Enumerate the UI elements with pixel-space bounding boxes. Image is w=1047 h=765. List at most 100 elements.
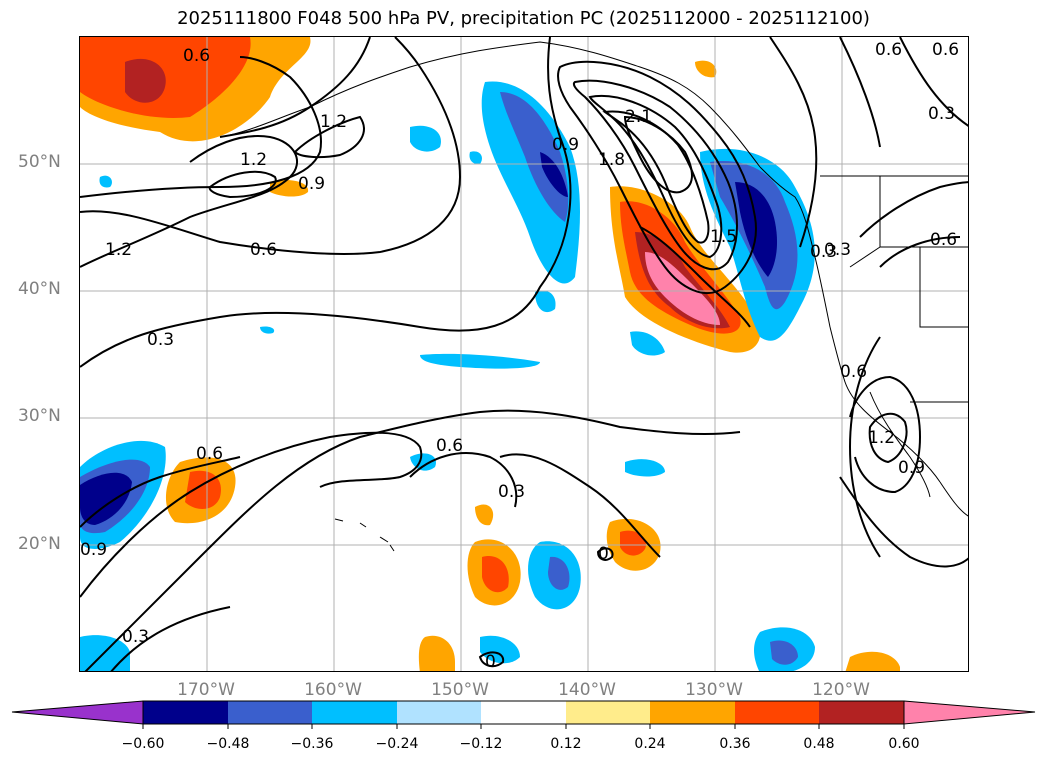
colorbar-min-extend bbox=[11, 700, 144, 725]
precip-neg-small-b bbox=[625, 459, 665, 477]
precip-neg-mid-a-core bbox=[548, 556, 570, 590]
contour-label: 0.3 bbox=[824, 240, 851, 260]
map-panel: 0.6 1.2 1.2 0.9 1.2 0.6 0.3 0.9 2.1 1.8 … bbox=[79, 36, 969, 672]
contour-label: 0.9 bbox=[80, 540, 107, 560]
contour-0.6-sw bbox=[80, 431, 423, 598]
contour-1.2-north bbox=[80, 135, 299, 268]
contour-label: 0.3 bbox=[147, 330, 174, 350]
contour-0.3-mid-pac bbox=[499, 453, 661, 558]
bc-coast bbox=[759, 166, 831, 328]
colorbar-tick-label: 0.24 bbox=[634, 736, 666, 752]
lon-label-160w: 160°W bbox=[304, 680, 362, 700]
contour-label: 1.5 bbox=[710, 227, 737, 247]
precip-neg-w-tropic-core bbox=[80, 472, 132, 525]
lon-label-150w: 150°W bbox=[431, 680, 489, 700]
contour-label: 0.3 bbox=[122, 627, 149, 647]
contour-label: 0.6 bbox=[196, 444, 223, 464]
map-title: 2025111800 F048 500 hPa PV, precipitatio… bbox=[177, 8, 870, 29]
colorbar-tick-label: −0.24 bbox=[375, 736, 419, 752]
contour-0.6-mid-pac bbox=[409, 452, 518, 508]
contour-0.6-north bbox=[80, 37, 462, 255]
contour-label: 0.6 bbox=[436, 436, 463, 456]
trough-tail bbox=[639, 226, 751, 328]
colorbar bbox=[11, 700, 1036, 729]
contour-0-south bbox=[478, 651, 505, 668]
hawaii bbox=[334, 518, 395, 552]
precip-neg-n-pacific-core bbox=[540, 152, 568, 197]
precip-neg-n-pacific bbox=[481, 81, 580, 284]
contour-label: 0 bbox=[485, 652, 496, 672]
precip-ne-pacific-max bbox=[645, 252, 720, 325]
lon-label-140w: 140°W bbox=[558, 680, 616, 700]
colorbar-segment bbox=[819, 701, 904, 724]
precip-small-h bbox=[695, 60, 717, 78]
trough-core bbox=[623, 115, 693, 194]
precip-small-f bbox=[845, 651, 900, 671]
contour-label: 0.9 bbox=[552, 135, 579, 155]
lat-lon-grid bbox=[80, 37, 968, 671]
colorbar-segment bbox=[143, 701, 228, 724]
precip-neg-small-a bbox=[410, 125, 441, 152]
lon-label-120w: 120°W bbox=[812, 680, 870, 700]
precip-neg-small-f bbox=[480, 635, 520, 664]
map-canvas: 0.6 1.2 1.2 0.9 1.2 0.6 0.3 0.9 2.1 1.8 … bbox=[80, 37, 968, 672]
contour-label: 0.3 bbox=[810, 242, 837, 262]
colorbar-segment bbox=[481, 701, 566, 724]
contour-1.2-b bbox=[293, 115, 365, 159]
contour-label: 0 bbox=[598, 544, 609, 564]
contour-0-small bbox=[596, 547, 614, 561]
contour-0.3-east bbox=[769, 37, 818, 248]
trough-outer bbox=[557, 60, 757, 294]
precip-neg-small-g bbox=[99, 175, 112, 188]
contour-label-group: 0.6 1.2 1.2 0.9 1.2 0.6 0.3 0.9 2.1 1.8 … bbox=[80, 40, 959, 672]
contour-0.3-far-east bbox=[899, 37, 968, 127]
precip-neg-se-core bbox=[770, 640, 798, 665]
colorbar-tick-label: −0.36 bbox=[290, 736, 334, 752]
contour-label: 0.9 bbox=[298, 174, 325, 194]
colorbar-tick-label: −0.12 bbox=[459, 736, 503, 752]
precip-neg-small-e bbox=[535, 290, 556, 313]
contour-0.9-east-top bbox=[859, 181, 968, 238]
colorbar-segment bbox=[228, 701, 312, 724]
colorbar-tick-marks bbox=[142, 724, 905, 729]
colorbar-segment bbox=[566, 701, 650, 724]
contour-0.9-se bbox=[849, 375, 922, 494]
contour-label: 0.3 bbox=[498, 482, 525, 502]
lat-label-50n: 50°N bbox=[18, 152, 61, 172]
colorbar-segment bbox=[397, 701, 481, 724]
contour-label: 0.6 bbox=[250, 240, 277, 260]
colorbar-segment bbox=[650, 701, 735, 724]
precip-small-i bbox=[475, 504, 494, 526]
contour-label: 1.2 bbox=[868, 428, 895, 448]
contour-0.3-bottom bbox=[110, 606, 231, 671]
precip-neg-small-h bbox=[469, 151, 482, 165]
contour-label: 2.1 bbox=[625, 107, 652, 127]
precip-positive-layer bbox=[80, 37, 900, 671]
contour-0.3-nw bbox=[219, 37, 371, 138]
colorbar-tick-label: −0.48 bbox=[206, 736, 250, 752]
lon-label-170w: 170°W bbox=[177, 680, 235, 700]
contour-label: 0.6 bbox=[875, 40, 902, 60]
contour-label: 0.3 bbox=[928, 104, 955, 124]
colorbar-tick-label: 0.12 bbox=[550, 736, 582, 752]
baja bbox=[869, 391, 931, 498]
colorbar-segment bbox=[312, 701, 397, 724]
contour-label: 0.9 bbox=[898, 458, 925, 478]
contour-label: 1.8 bbox=[598, 150, 625, 170]
precip-subtropic-b-core bbox=[482, 556, 509, 593]
contour-0.6-east-mid bbox=[879, 236, 961, 268]
contour-label: 0.6 bbox=[183, 46, 210, 66]
contour-label: 1.2 bbox=[240, 150, 267, 170]
colorbar-tick-label: 0.60 bbox=[888, 736, 920, 752]
pv-contours bbox=[80, 37, 968, 671]
contour-label: 0.6 bbox=[840, 362, 867, 382]
contour-0.3-north bbox=[80, 37, 572, 368]
contour-0.9-north bbox=[80, 56, 322, 198]
contour-label: 1.2 bbox=[105, 240, 132, 260]
precip-subtropic-c-core bbox=[620, 530, 646, 556]
colorbar-border bbox=[142, 700, 905, 725]
colorbar-max-extend bbox=[903, 700, 1036, 725]
precip-small-e bbox=[418, 635, 455, 671]
colorbar-segment bbox=[735, 701, 819, 724]
contour-0.3-sw bbox=[84, 409, 741, 671]
